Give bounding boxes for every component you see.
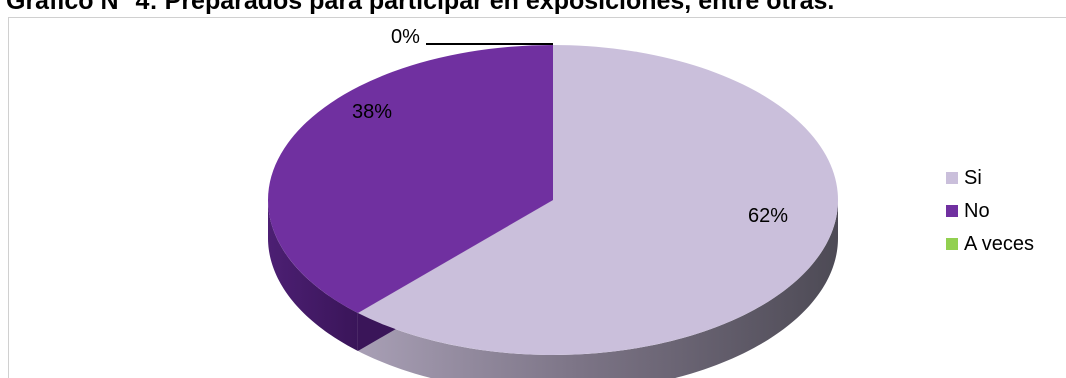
chart-frame-top <box>8 17 1066 18</box>
legend-label-no: No <box>964 199 990 222</box>
legend-item-a-veces: A veces <box>946 230 1034 258</box>
pie-slice-si <box>357 45 839 355</box>
legend-swatch-si <box>946 172 958 184</box>
legend-swatch-a-veces <box>946 238 958 250</box>
pie-side-si <box>358 200 838 378</box>
pie-side-no <box>268 200 358 351</box>
legend-swatch-no <box>946 205 958 217</box>
chart-frame-left <box>8 17 9 378</box>
legend: Si No A veces <box>946 164 1034 263</box>
data-label-no: 38% <box>352 101 392 123</box>
chart-title: Gráfico N° 4: Preparados para participar… <box>6 0 835 15</box>
data-label-si: 62% <box>748 205 788 227</box>
legend-label-si: Si <box>964 166 982 189</box>
legend-label-a-veces: A veces <box>964 232 1035 255</box>
pie-slice-no <box>268 44 553 313</box>
legend-item-si: Si <box>946 164 1034 192</box>
data-label-a-veces: 0% <box>391 26 420 48</box>
legend-item-no: No <box>946 197 1034 225</box>
